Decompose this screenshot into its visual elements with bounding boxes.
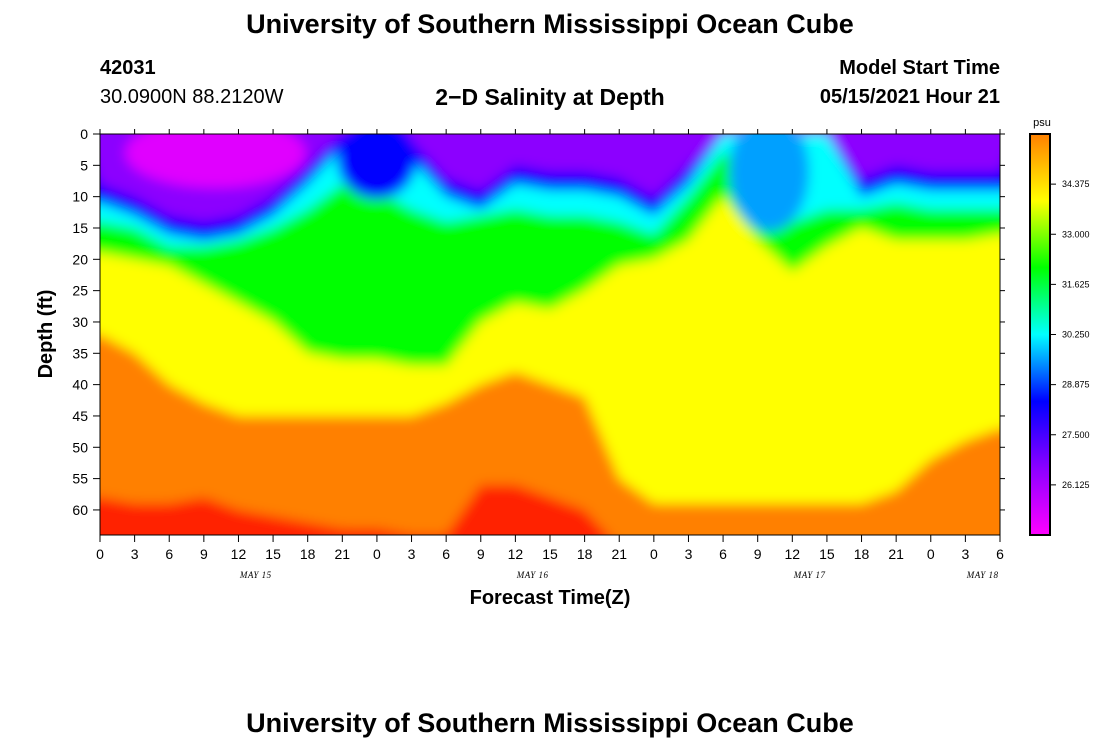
colorbar-tick-label: 27.500 xyxy=(1062,430,1090,440)
band-boundary_30.25 xyxy=(100,134,1000,241)
footer-title: University of Southern Mississippi Ocean… xyxy=(246,708,854,738)
x-tick-label: 18 xyxy=(300,546,316,562)
colorbar-scale xyxy=(1029,133,1051,536)
x-tick-label: 18 xyxy=(854,546,870,562)
colorbar-unit: psu xyxy=(1033,117,1051,129)
x-tick-label: 0 xyxy=(927,546,935,562)
x-tick-label: 12 xyxy=(508,546,524,562)
y-tick-label: 50 xyxy=(72,439,88,455)
y-tick-label: 25 xyxy=(72,283,88,299)
x-tick-label: 12 xyxy=(231,546,247,562)
y-tick-label: 0 xyxy=(80,126,88,142)
x-tick-label: 3 xyxy=(131,546,139,562)
colorbar-tick-label: 34.375 xyxy=(1062,179,1090,189)
x-axis-title: Forecast Time(Z) xyxy=(470,587,631,609)
station-coordinates: 30.0900N 88.2120W xyxy=(100,86,284,108)
band-magenta xyxy=(125,134,306,188)
colorbar-tick-label: 31.625 xyxy=(1062,279,1090,289)
x-tick-label: 6 xyxy=(719,546,727,562)
y-axis: 0 5 10 15 20 25 30 35 40 45 50 55 60 xyxy=(72,126,1005,518)
x-date-label: MAY 18 xyxy=(966,570,999,580)
x-tick-label: 9 xyxy=(754,546,762,562)
x-date-label: MAY 17 xyxy=(793,570,826,580)
colorbar-tick-label: 33.000 xyxy=(1062,229,1090,239)
chart-subtitle: 2−D Salinity at Depth xyxy=(435,84,665,110)
x-tick-label: 3 xyxy=(961,546,969,562)
x-tick-label: 6 xyxy=(442,546,450,562)
y-tick-label: 60 xyxy=(72,502,88,518)
colorbar-tick-label: 28.875 xyxy=(1062,380,1090,390)
colorbar-tick-label: 26.125 xyxy=(1062,480,1090,490)
y-tick-label: 45 xyxy=(72,408,88,424)
x-tick-label: 6 xyxy=(165,546,173,562)
x-tick-label: 15 xyxy=(542,546,558,562)
x-date-label: MAY 16 xyxy=(516,570,549,580)
x-tick-label: 15 xyxy=(819,546,835,562)
x-tick-label: 0 xyxy=(373,546,381,562)
y-tick-label: 20 xyxy=(72,251,88,267)
x-tick-label: 21 xyxy=(335,546,351,562)
station-id: 42031 xyxy=(100,57,156,79)
y-tick-label: 30 xyxy=(72,314,88,330)
x-axis: 0 3 6 9 12 15 18 21 0 3 6 9 12 15 18 21 0 3 6 9 12 15 18 21 0 3 6 M… xyxy=(96,129,1004,580)
salinity-chart: 0 3 6 9 12 15 18 21 0 3 6 9 12 15 18 21 0 3 6 9 12 15 18 21 0 3 6 M… xyxy=(35,117,1090,609)
y-tick-label: 10 xyxy=(72,189,88,205)
colorbar-tick-label: 30.250 xyxy=(1062,330,1090,340)
y-tick-label: 5 xyxy=(80,157,88,173)
y-axis-title: Depth (ft) xyxy=(35,290,57,379)
y-tick-label: 40 xyxy=(72,377,88,393)
x-tick-label: 3 xyxy=(685,546,693,562)
y-tick-label: 55 xyxy=(72,471,88,487)
x-tick-label: 15 xyxy=(265,546,281,562)
x-tick-label: 21 xyxy=(611,546,627,562)
colorbar: psu 26.125 27.500 28.875 30.250 31.625 33.000… xyxy=(1029,117,1090,536)
x-tick-label: 3 xyxy=(408,546,416,562)
band-blue-surface xyxy=(336,134,417,200)
x-tick-label: 9 xyxy=(477,546,485,562)
y-tick-label: 15 xyxy=(72,220,88,236)
x-tick-label: 18 xyxy=(577,546,593,562)
page-title: University of Southern Mississippi Ocean… xyxy=(246,9,854,39)
x-tick-label: 0 xyxy=(650,546,658,562)
x-tick-label: 21 xyxy=(888,546,904,562)
x-tick-label: 6 xyxy=(996,546,1004,562)
model-start-value: 05/15/2021 Hour 21 xyxy=(819,86,1000,108)
x-tick-label: 9 xyxy=(200,546,208,562)
model-start-label: Model Start Time xyxy=(839,57,1000,79)
heatmap-field xyxy=(100,134,1000,535)
x-tick-label: 0 xyxy=(96,546,104,562)
x-tick-label: 12 xyxy=(785,546,801,562)
band-cyan-surface xyxy=(729,134,810,232)
y-tick-label: 35 xyxy=(72,345,88,361)
x-date-label: MAY 15 xyxy=(239,570,272,580)
